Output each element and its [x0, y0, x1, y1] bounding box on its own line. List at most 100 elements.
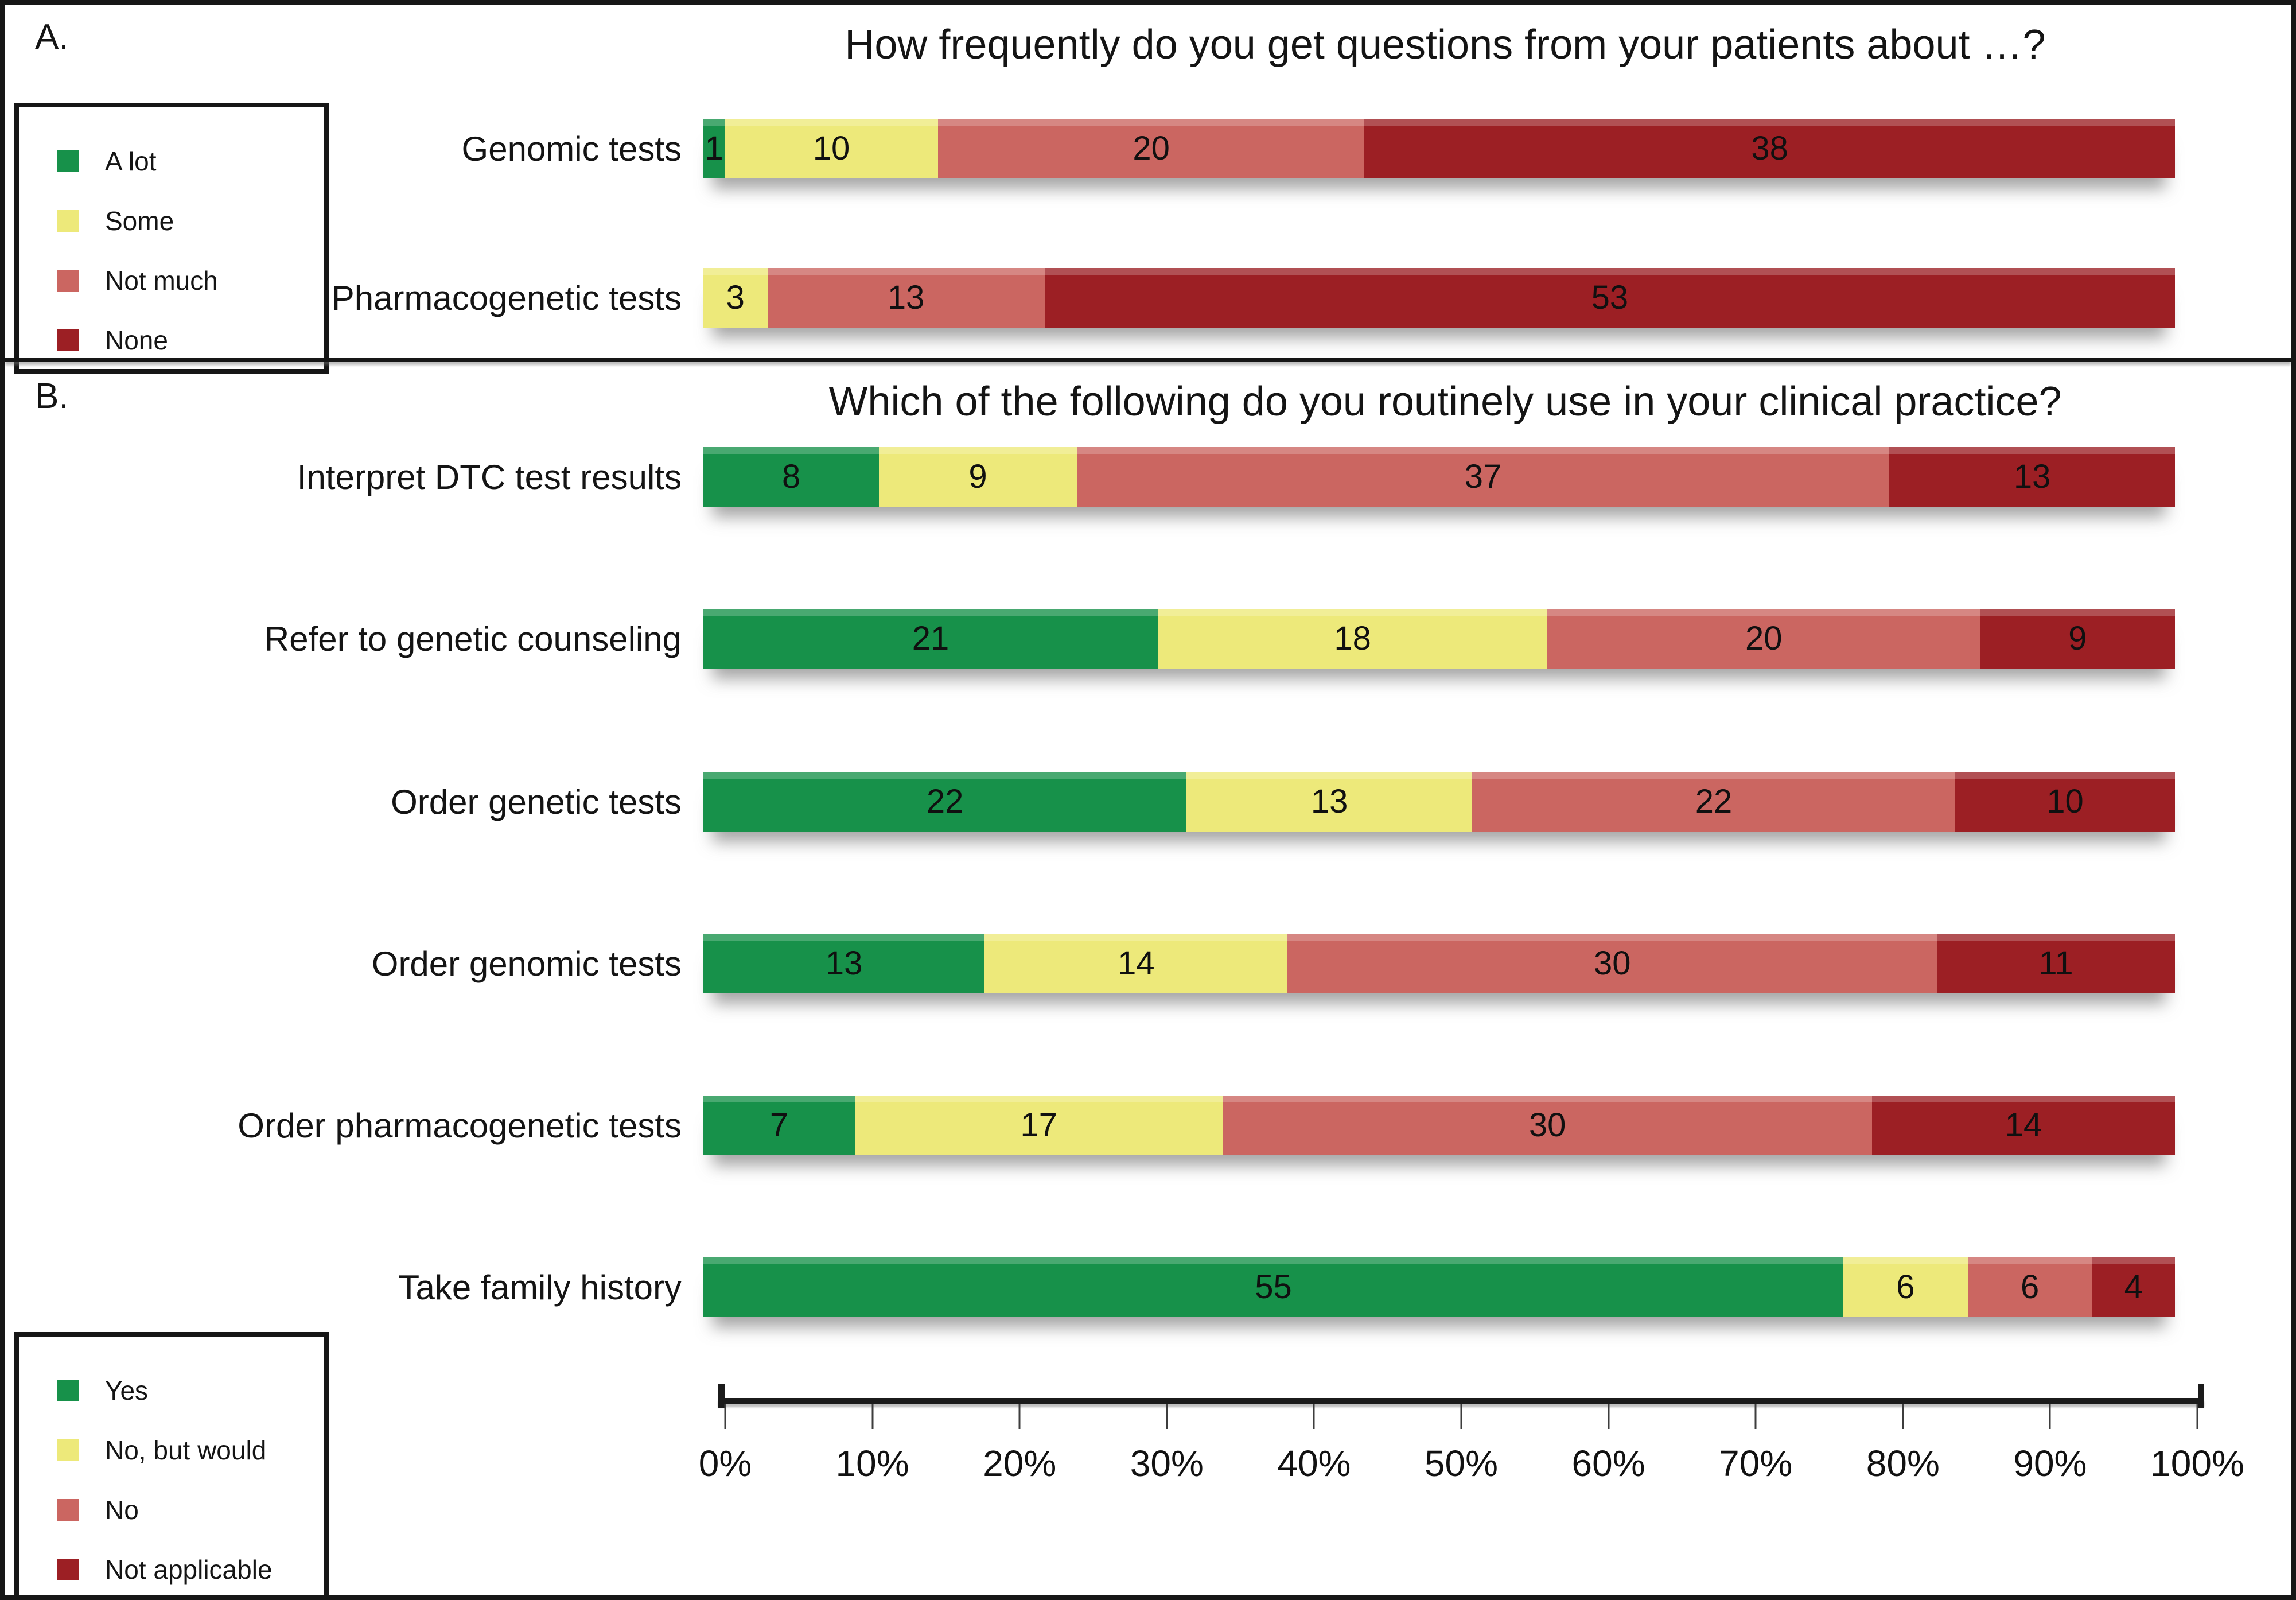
- x-axis-tick: [1754, 1404, 1757, 1429]
- row-category-label: Order pharmacogenetic tests: [238, 1106, 682, 1145]
- bar-value-label: 8: [782, 458, 801, 495]
- legend-label: No, but would: [105, 1435, 267, 1465]
- legend-label: Not much: [105, 266, 218, 296]
- bar-value-label: 9: [2068, 620, 2087, 657]
- chart-row: Pharmacogenetic tests 3 13 53: [5, 268, 2197, 328]
- bar-value-label: 13: [2013, 458, 2051, 495]
- bar-value-label: 14: [1118, 945, 1155, 982]
- bar-segment-some: 10: [725, 119, 938, 178]
- bar-value-label: 13: [1310, 783, 1348, 820]
- bar-value-label: 10: [812, 130, 850, 167]
- bar-value-label: 22: [1695, 783, 1733, 820]
- bar-value-label: 17: [1020, 1106, 1057, 1144]
- x-axis-tick-label: 90%: [2013, 1443, 2087, 1484]
- panel-a-rows: Genomic tests 1 10 20 3 8 Pharmacogenetic test…: [5, 5, 2291, 1595]
- bar-value-label: 20: [1133, 130, 1170, 167]
- bar-value-label: 11: [2038, 945, 2073, 982]
- bar-segment-yes: 55: [703, 1257, 1843, 1317]
- bar-segment-no: 22: [1472, 772, 1956, 832]
- x-axis-tick: [2049, 1404, 2051, 1429]
- bar-segment-not-applicable: 11: [1937, 934, 2175, 993]
- bar-value-label: 21: [912, 620, 949, 657]
- legend-label: Not applicable: [105, 1555, 273, 1585]
- bar-track: 13 14 30 11: [703, 934, 2175, 993]
- legend-swatch-icon: [57, 150, 79, 172]
- legend-label: None: [105, 325, 168, 355]
- chart-row: Order pharmacogenetic tests 7 17 30 14: [5, 1096, 2197, 1155]
- bar-segment-not-applicable: 14: [1871, 1096, 2175, 1155]
- legend-item: Some: [57, 191, 324, 251]
- bar-segment-none: 53: [1044, 268, 2175, 328]
- x-axis-tick: [1018, 1404, 1021, 1429]
- bar-segment-not-applicable: 13: [1889, 447, 2175, 507]
- legend-swatch-icon: [57, 329, 79, 351]
- bar-value-label: 7: [769, 1106, 789, 1144]
- row-category-label: Order genomic tests: [371, 944, 682, 983]
- legend-item: No: [57, 1480, 324, 1540]
- bar-segment-not-much: 13: [767, 268, 1045, 328]
- x-axis-tick-label: 60%: [1571, 1443, 1645, 1484]
- legend-label: A lot: [105, 146, 157, 176]
- bar-value-label: 6: [2020, 1268, 2040, 1306]
- bar-track: 1 10 20 38: [703, 119, 2175, 178]
- legend-item: No, but would: [57, 1420, 324, 1480]
- x-axis-tick-label: 70%: [1719, 1443, 1793, 1484]
- bar-segment-no-but-would: 9: [879, 447, 1077, 507]
- x-axis-tick-label: 80%: [1866, 1443, 1940, 1484]
- row-category-label: Refer to genetic counseling: [264, 619, 682, 658]
- bar-segment-not-applicable: 4: [2092, 1257, 2175, 1317]
- x-axis-tick: [1313, 1404, 1315, 1429]
- bar-value-label: 30: [1593, 945, 1631, 982]
- bar-value-label: 22: [926, 783, 964, 820]
- bar-segment-yes: 7: [703, 1096, 855, 1155]
- bar-value-label: 55: [1255, 1268, 1292, 1306]
- panel-a-title: How frequently do you get questions from…: [845, 22, 2046, 68]
- row-category-label: Pharmacogenetic tests: [331, 278, 682, 317]
- x-axis-tick: [2196, 1404, 2198, 1429]
- bar-track: 8 9 37 13: [703, 447, 2175, 507]
- x-axis-tick-label: 10%: [835, 1443, 909, 1484]
- x-axis-tick-label: 100%: [2150, 1443, 2244, 1484]
- x-axis-tick-label: 0%: [698, 1443, 752, 1484]
- panel-a-legend: A lot Some Not much None: [14, 103, 329, 374]
- bar-track: 22 13 22 10: [703, 772, 2175, 832]
- legend-item: A lot: [57, 131, 324, 191]
- bar-value-label: 13: [887, 279, 925, 316]
- bar-segment-yes: 13: [703, 934, 985, 993]
- x-axis-tick-label: 40%: [1277, 1443, 1351, 1484]
- bar-segment-no: 6: [1967, 1257, 2092, 1317]
- bar-value-label: 37: [1464, 458, 1502, 495]
- bar-value-label: 53: [1591, 279, 1629, 316]
- x-axis-tick: [871, 1404, 874, 1429]
- bar-segment-yes: 8: [703, 447, 880, 507]
- bar-value-label: 20: [1745, 620, 1783, 657]
- bar-value-label: 13: [825, 945, 863, 982]
- legend-swatch-icon: [57, 270, 79, 292]
- row-category-label: Interpret DTC test results: [297, 457, 682, 496]
- legend-label: Yes: [105, 1376, 149, 1405]
- bar-segment-some: 3: [703, 268, 768, 328]
- bar-segment-no: 20: [1547, 609, 1980, 669]
- legend-swatch-icon: [57, 210, 79, 232]
- bar-segment-a-lot: 1: [703, 119, 725, 178]
- legend-swatch-icon: [57, 1559, 79, 1580]
- panel-a-label: A.: [35, 17, 69, 57]
- legend-swatch-icon: [57, 1439, 79, 1461]
- panel-divider: [5, 358, 2291, 362]
- legend-swatch-icon: [57, 1380, 79, 1401]
- legend-item: Yes: [57, 1361, 324, 1420]
- legend-label: No: [105, 1495, 139, 1525]
- chart-row: Order genetic tests 22 13 22 10: [5, 772, 2197, 832]
- row-category-label: Order genetic tests: [391, 782, 682, 821]
- panel-b-rows: Interpret DTC test results 8 9 37 13 Refer to…: [5, 5, 2291, 1595]
- x-axis-tick-label: 20%: [983, 1443, 1057, 1484]
- bar-track: 21 18 20 9: [703, 609, 2175, 669]
- panel-b-legend: Yes No, but would No Not applicable: [14, 1332, 329, 1595]
- bar-segment-no: 30: [1223, 1096, 1872, 1155]
- bar-value-label: 14: [2005, 1106, 2042, 1144]
- row-category-label: Genomic tests: [461, 129, 682, 168]
- bar-track: 55 6 6 4: [703, 1257, 2175, 1317]
- x-axis-tick: [1166, 1404, 1168, 1429]
- x-axis-tick: [724, 1404, 726, 1429]
